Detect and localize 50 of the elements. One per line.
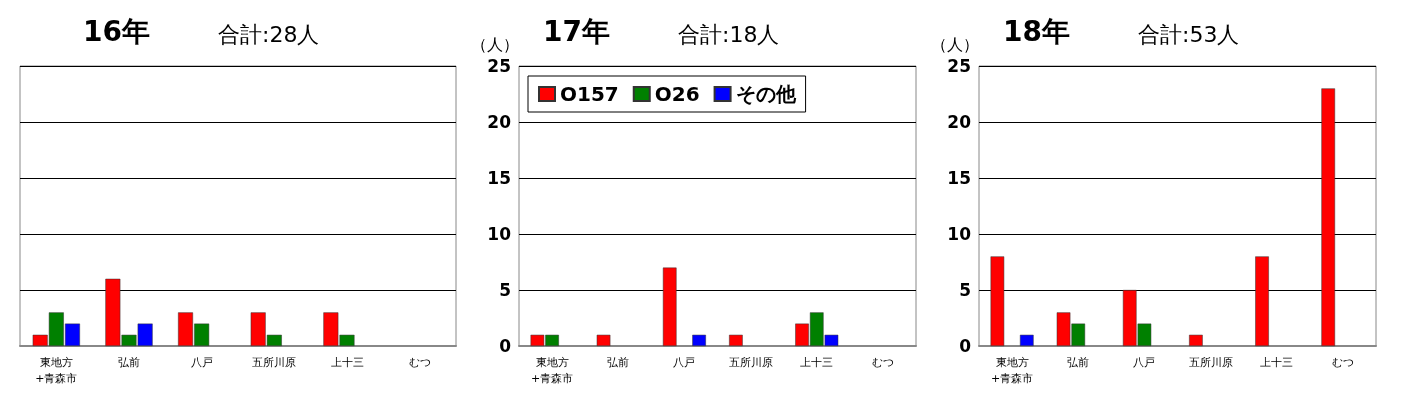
x-tick-label: 弘前 bbox=[1067, 355, 1090, 369]
x-tick-label: むつ bbox=[1331, 355, 1354, 369]
y-tick-label: 5 bbox=[499, 280, 511, 300]
bar bbox=[1189, 334, 1203, 346]
x-tick-label: 五所川原 bbox=[1188, 355, 1233, 369]
x-tick-label: 八戸 bbox=[673, 355, 696, 369]
y-axis-title: （人） bbox=[471, 34, 519, 54]
x-tick-label: 上十三 bbox=[330, 355, 364, 369]
y-tick-label: 10 bbox=[947, 224, 972, 244]
x-tick-label: 弘前 bbox=[607, 355, 630, 369]
y-tick-label: 5 bbox=[959, 280, 971, 300]
legend-label: O26 bbox=[654, 82, 700, 106]
chart-subtitle: 合計:28人 bbox=[218, 21, 320, 47]
y-tick-label: 25 bbox=[947, 56, 971, 76]
x-tick-label: むつ bbox=[871, 355, 894, 369]
y-tick-label: 15 bbox=[487, 168, 511, 188]
bar bbox=[729, 334, 743, 346]
bar bbox=[1019, 334, 1034, 346]
legend-label: O157 bbox=[560, 82, 619, 106]
y-tick-label: 0 bbox=[959, 336, 972, 356]
x-tick-label: むつ bbox=[408, 355, 431, 369]
bar bbox=[692, 334, 706, 346]
bar bbox=[662, 267, 677, 346]
y-tick-label: 10 bbox=[487, 224, 512, 244]
x-tick-label: 上十三 bbox=[1260, 355, 1294, 369]
y-tick-label: 25 bbox=[487, 56, 511, 76]
x-tick-label: 上十三 bbox=[800, 355, 834, 369]
y-tick-label: 20 bbox=[487, 112, 512, 132]
chart-title: 18年 bbox=[1003, 14, 1070, 48]
chart-title: 16年 bbox=[83, 14, 150, 48]
y-tick-label: 20 bbox=[947, 112, 972, 132]
y-tick-label: 0 bbox=[499, 336, 512, 356]
bar bbox=[596, 334, 611, 346]
x-tick-label: 五所川原 bbox=[252, 355, 297, 369]
chart-subtitle: 合計:18人 bbox=[678, 21, 780, 47]
x-tick-label: 弘前 bbox=[118, 355, 140, 369]
y-axis-title: （人） bbox=[931, 34, 979, 54]
x-tick-label: 東地方 +青森市 bbox=[530, 355, 574, 385]
bar bbox=[1255, 256, 1269, 346]
x-tick-label: 八戸 bbox=[1133, 355, 1156, 369]
x-tick-label: 東地方 +青森市 bbox=[35, 355, 78, 385]
legend-label: その他 bbox=[735, 82, 797, 106]
y-tick-label: 15 bbox=[947, 168, 971, 188]
x-tick-label: 東地方 +青森市 bbox=[990, 355, 1034, 385]
chart-subtitle: 合計:53人 bbox=[1138, 21, 1240, 47]
bar bbox=[1321, 88, 1336, 346]
bar bbox=[990, 256, 1005, 346]
x-tick-label: 八戸 bbox=[190, 355, 213, 369]
x-tick-label: 五所川原 bbox=[728, 355, 773, 369]
chart-title: 17年 bbox=[543, 14, 610, 48]
